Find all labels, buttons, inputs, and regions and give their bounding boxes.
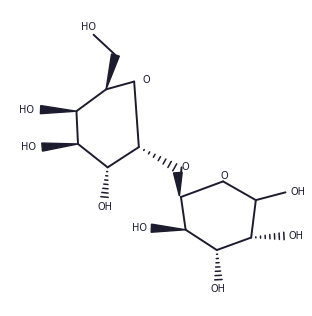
Text: HO: HO: [132, 223, 147, 233]
Text: O: O: [142, 75, 150, 85]
Text: OH: OH: [289, 231, 304, 241]
Text: HO: HO: [81, 22, 96, 32]
Polygon shape: [173, 172, 182, 196]
Text: O: O: [182, 162, 189, 172]
Text: OH: OH: [211, 284, 226, 294]
Polygon shape: [42, 143, 78, 151]
Polygon shape: [106, 54, 119, 89]
Text: OH: OH: [97, 202, 112, 212]
Polygon shape: [151, 224, 186, 232]
Polygon shape: [40, 106, 76, 114]
Text: O: O: [221, 171, 228, 181]
Text: HO: HO: [19, 105, 34, 115]
Text: HO: HO: [21, 142, 36, 152]
Text: OH: OH: [290, 187, 305, 197]
